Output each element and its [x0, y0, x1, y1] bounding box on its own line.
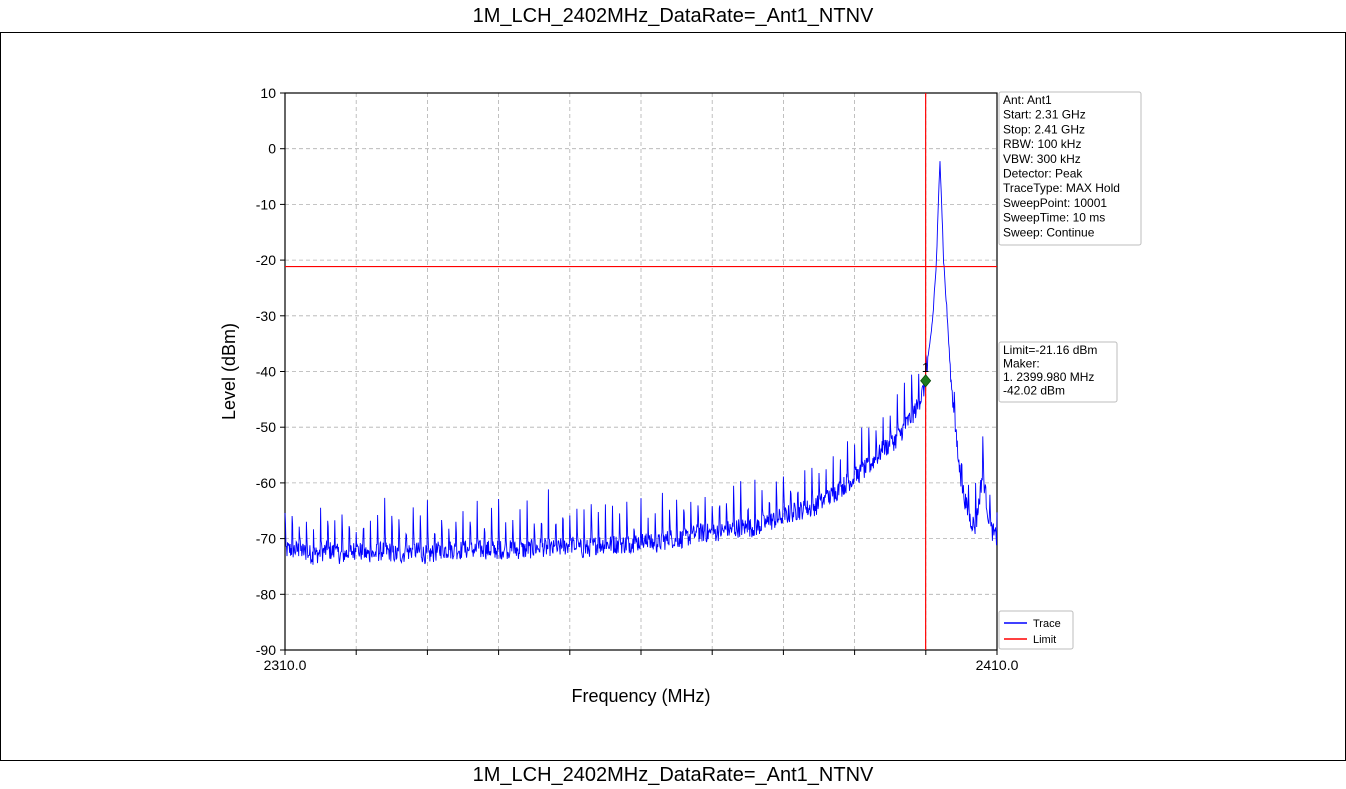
marker-point — [920, 374, 932, 388]
legend-trace-label: Trace — [1033, 618, 1061, 630]
chart-container: 10 0 -10 -20 -30 -40 -50 -60 -70 -80 -90 2310.0 241… — [193, 53, 1158, 757]
legend: Trace Limit — [998, 610, 1074, 650]
limit-layer — [285, 93, 997, 650]
y-tick-label: -80 — [256, 586, 276, 602]
y-tick-label: -20 — [256, 252, 276, 268]
y-axis-ticks: 10 0 -10 -20 -30 -40 -50 -60 -70 -80 -90 — [256, 85, 285, 658]
y-tick-label: 0 — [268, 141, 276, 157]
info-box-frame — [998, 91, 1142, 246]
marker-info-box-line: -42.02 dBm — [1003, 384, 1065, 398]
y-tick-label: -90 — [256, 642, 276, 658]
spectrum-chart: 10 0 -10 -20 -30 -40 -50 -60 -70 -80 -90 2310.0 241… — [219, 85, 1142, 706]
y-tick-label: -50 — [256, 419, 276, 435]
info-box-line: SweepTime: 10 ms — [1003, 211, 1105, 225]
x-tick-label: 2310.0 — [264, 657, 307, 673]
legend-limit-label: Limit — [1033, 634, 1056, 646]
series-trace-line — [284, 161, 998, 565]
info-box-line: SweepPoint: 10001 — [1003, 196, 1107, 210]
y-tick-label: -30 — [256, 308, 276, 324]
y-axis-label: Level (dBm) — [219, 323, 239, 420]
x-axis-label: Frequency (MHz) — [571, 686, 710, 706]
y-tick-label: -60 — [256, 475, 276, 491]
page-footer-title: 1M_LCH_2402MHz_DataRate=_Ant1_NTNV — [0, 760, 1346, 789]
y-tick-label: -40 — [256, 364, 276, 380]
page-title-text: 1M_LCH_2402MHz_DataRate=_Ant1_NTNV — [472, 4, 874, 27]
page-title: 1M_LCH_2402MHz_DataRate=_Ant1_NTNV — [0, 0, 1346, 33]
series-layer — [284, 161, 998, 565]
grid-lines — [285, 93, 997, 650]
info-box-line: Detector: Peak — [1003, 167, 1083, 181]
marker-label: 1 — [922, 360, 929, 375]
y-tick-label: 10 — [260, 85, 276, 101]
info-box-line: Start: 2.31 GHz — [1003, 108, 1086, 122]
x-axis-ticks: 2310.0 2410.0 — [264, 650, 1019, 673]
y-tick-label: -10 — [256, 196, 276, 212]
info-box-line: Sweep: Continue — [1003, 225, 1095, 239]
marker-layer: 1 — [920, 360, 932, 388]
page-footer-title-text: 1M_LCH_2402MHz_DataRate=_Ant1_NTNV — [472, 763, 874, 786]
marker-info-box-line: Maker: — [1003, 357, 1040, 371]
info-box-line: TraceType: MAX Hold — [1003, 181, 1120, 195]
marker-info-box-frame — [998, 341, 1118, 403]
y-tick-label: -70 — [256, 531, 276, 547]
info-box-line: RBW: 100 kHz — [1003, 137, 1081, 151]
info-box-line: Stop: 2.41 GHz — [1003, 122, 1085, 136]
info-box-line: VBW: 300 kHz — [1003, 152, 1081, 166]
marker-info-box-line: 1. 2399.980 MHz — [1003, 370, 1094, 384]
x-tick-label: 2410.0 — [976, 657, 1019, 673]
info-box-line: Ant: Ant1 — [1003, 93, 1052, 107]
marker-info-box-line: Limit=-21.16 dBm — [1003, 343, 1097, 357]
